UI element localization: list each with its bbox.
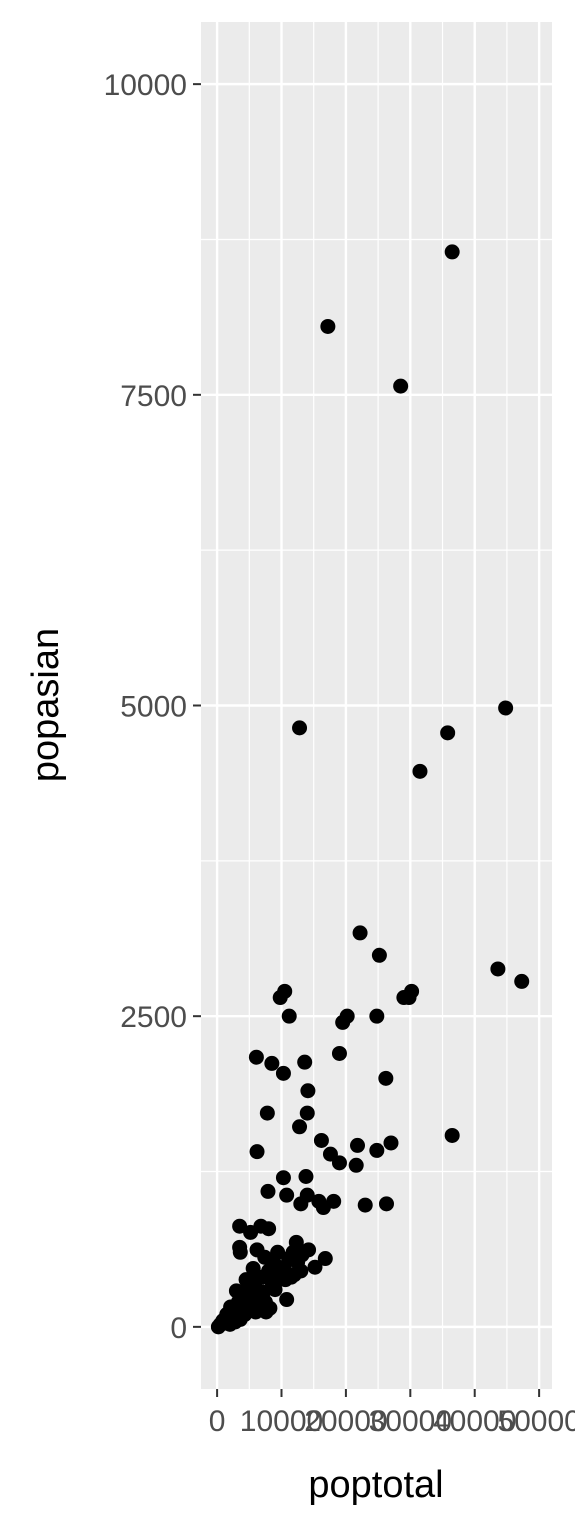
data-point <box>297 1054 313 1070</box>
data-point <box>307 1259 323 1275</box>
data-point <box>317 1251 333 1267</box>
data-point <box>335 1014 351 1030</box>
y-tick-label: 7500 <box>120 380 187 413</box>
x-tick-label: 40000 <box>433 1405 516 1438</box>
data-point <box>275 1170 291 1186</box>
data-points <box>210 244 530 1335</box>
grid-major <box>201 22 552 1389</box>
x-tick-label: 0 <box>209 1405 226 1438</box>
data-point <box>440 725 456 741</box>
data-point <box>243 1224 259 1240</box>
y-tick-label: 0 <box>170 1312 187 1345</box>
data-point <box>313 1132 329 1148</box>
data-point <box>369 1142 385 1158</box>
x-tick-label: 20000 <box>304 1405 387 1438</box>
x-axis-title: poptotal <box>308 1464 443 1506</box>
data-point <box>348 1157 364 1173</box>
data-point <box>357 1197 373 1213</box>
data-point <box>514 973 530 989</box>
data-point <box>248 1049 264 1065</box>
x-tick-label: 10000 <box>240 1405 323 1438</box>
data-point <box>378 1070 394 1086</box>
data-point <box>292 720 308 736</box>
data-point <box>352 925 368 941</box>
y-tick-label: 2500 <box>120 1001 187 1034</box>
data-point <box>371 947 387 963</box>
data-point <box>292 1119 308 1135</box>
data-point <box>232 1244 248 1260</box>
data-point <box>249 1242 265 1258</box>
data-point <box>369 1008 385 1024</box>
data-point <box>393 378 409 394</box>
data-point <box>383 1135 399 1151</box>
data-point <box>299 1105 315 1121</box>
y-axis-title: popasian <box>25 628 67 782</box>
data-point <box>490 961 506 977</box>
data-point <box>300 1083 316 1099</box>
data-point <box>498 700 514 716</box>
data-point <box>272 990 288 1006</box>
data-point <box>396 990 412 1006</box>
data-point <box>350 1137 366 1153</box>
data-point <box>331 1155 347 1171</box>
data-point <box>444 1127 460 1143</box>
data-point <box>260 1183 276 1199</box>
data-point <box>298 1168 314 1184</box>
data-point <box>378 1196 394 1212</box>
data-point <box>279 1187 295 1203</box>
data-point <box>315 1200 331 1216</box>
data-point <box>279 1292 295 1308</box>
data-point <box>286 1267 302 1283</box>
data-point <box>293 1196 309 1212</box>
x-tick-label: 30000 <box>369 1405 452 1438</box>
x-tick-label: 50000 <box>497 1405 575 1438</box>
data-point <box>249 1144 265 1160</box>
y-axis-ticks: 0 2500 5000 7500 10000 <box>104 69 201 1345</box>
data-point <box>281 1008 297 1024</box>
data-point <box>261 1221 277 1237</box>
y-tick-label: 5000 <box>120 691 187 724</box>
data-point <box>294 1247 310 1263</box>
data-point <box>259 1105 275 1121</box>
data-point <box>232 1218 248 1234</box>
data-point <box>331 1045 347 1061</box>
data-point <box>320 318 336 334</box>
data-point <box>264 1055 280 1071</box>
data-point <box>258 1304 274 1320</box>
y-tick-label: 10000 <box>104 69 187 102</box>
data-point <box>412 763 428 779</box>
data-point <box>275 1065 291 1081</box>
data-point <box>444 244 460 260</box>
